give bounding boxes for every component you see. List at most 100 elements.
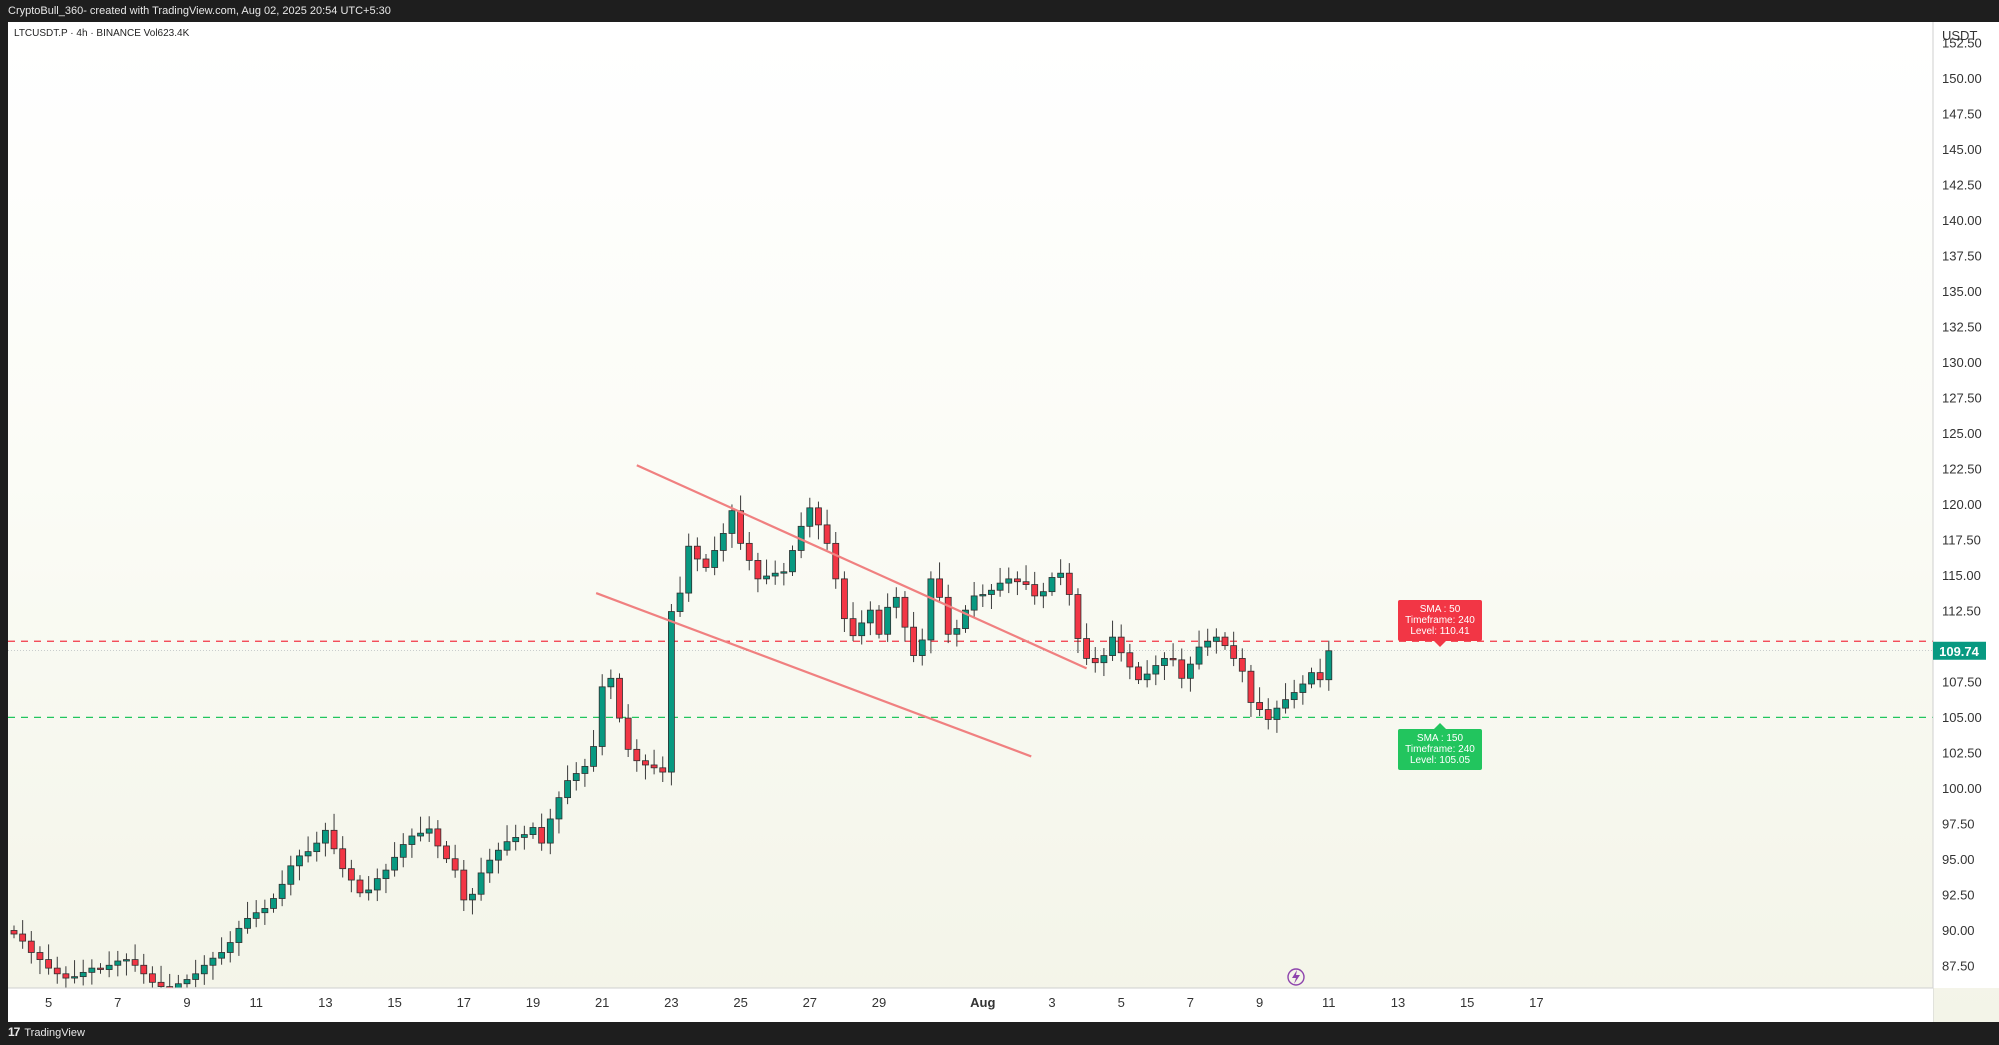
candle-body (373, 878, 381, 891)
candle-body (849, 618, 857, 637)
candle-body (624, 717, 632, 750)
candle-body (97, 967, 104, 970)
candle-body (356, 879, 364, 894)
candle-body (1238, 658, 1246, 672)
candle-body (365, 889, 373, 894)
candle-body (131, 959, 139, 966)
sma-150-label-text: Level: 105.05 (1410, 755, 1470, 766)
candle-body (1264, 709, 1272, 720)
candle-body (494, 849, 502, 861)
time-axis[interactable]: 5 7 9 11 13 15 17 19 21 23 25 27 29 Aug 3 5 7 9 11 13 15 17 (8, 987, 1933, 1022)
last-price-text: 109.74 (1939, 644, 1980, 659)
price-tick-label: 127.50 (1942, 390, 1982, 405)
sma-50-label-box (1398, 600, 1482, 641)
candle-body (261, 908, 269, 914)
candle-body (581, 765, 589, 774)
time-tick-label: 17 (457, 995, 471, 1010)
candle-body (1039, 591, 1047, 597)
candle-body (719, 533, 727, 551)
candle-body (399, 844, 407, 858)
candle-body (1308, 672, 1315, 685)
candle-body (1161, 658, 1168, 666)
sma-lines (8, 640, 1933, 718)
time-tick-label: 13 (1391, 995, 1405, 1010)
candle-body (1290, 692, 1298, 701)
candle-body (425, 828, 433, 834)
candle-body (226, 942, 234, 953)
price-tick-label: 137.50 (1942, 248, 1982, 263)
candle-body (62, 973, 70, 979)
candle-body (918, 639, 926, 656)
candle-body (218, 952, 226, 959)
price-tick-label: 90.00 (1942, 923, 1975, 938)
candle-body (676, 592, 684, 612)
candle-body (183, 979, 191, 985)
candle-body (486, 859, 494, 874)
candle-body (988, 589, 995, 595)
candle-body (1247, 670, 1255, 703)
candle-body (1126, 652, 1134, 668)
candle-body (979, 594, 987, 597)
price-tick-label: 142.50 (1942, 177, 1982, 192)
candle-body (88, 967, 96, 973)
candle-body (1014, 578, 1021, 583)
tradingview-logo[interactable]: 17 TradingView (8, 1025, 85, 1039)
candle-body (763, 575, 770, 580)
time-tick-label: 9 (1256, 995, 1263, 1010)
price-tick-label: 102.50 (1942, 746, 1982, 761)
candle-body (1143, 673, 1151, 681)
time-tick-label: 3 (1048, 995, 1055, 1010)
candle-body (1065, 572, 1073, 595)
time-tick-label: 13 (318, 995, 332, 1010)
candle-body (866, 609, 874, 624)
sma-150-label-text: Timeframe: 240 (1405, 744, 1475, 755)
price-tick-label: 112.50 (1942, 604, 1981, 619)
candle-body (460, 869, 468, 901)
candle-body (1048, 577, 1056, 593)
candle-body (209, 957, 217, 966)
candle-body (962, 609, 969, 629)
candle-body (728, 510, 736, 534)
sma-150-label-pointer (1434, 723, 1446, 729)
candle-body (832, 542, 840, 580)
candle-body (884, 606, 892, 635)
candle-body (321, 829, 329, 844)
price-tick-label: 105.00 (1942, 710, 1982, 725)
price-tick-label: 107.50 (1942, 675, 1982, 690)
lightning-icon (1287, 968, 1305, 986)
channel-upper-line (636, 464, 1088, 670)
candle-body (546, 818, 554, 844)
candle-body (408, 835, 416, 845)
price-tick-label: 122.50 (1942, 461, 1982, 476)
candle-body (737, 510, 744, 544)
candle-body (200, 964, 208, 975)
candle-body (330, 829, 338, 850)
price-tick-label: 130.00 (1942, 355, 1982, 370)
candle-body (1022, 581, 1030, 585)
candle-body (1256, 702, 1263, 710)
candle-body (278, 883, 286, 899)
candle-body (174, 983, 182, 989)
lightning-icon-glyph (1292, 970, 1300, 984)
candle-body (252, 912, 260, 919)
candle-body (443, 845, 450, 860)
price-tick-label: 100.00 (1942, 781, 1982, 796)
candle-body (477, 872, 485, 895)
price-tick-label: 92.50 (1942, 888, 1975, 903)
candle-body (754, 560, 762, 580)
time-tick-label: 15 (387, 995, 401, 1010)
candle-body (27, 940, 35, 953)
time-tick-label: 7 (1187, 995, 1194, 1010)
candle-body (339, 848, 347, 870)
time-tick-label: 25 (733, 995, 747, 1010)
price-tick-label: 147.50 (1942, 106, 1982, 121)
candle-body (114, 960, 122, 966)
candle-body (789, 550, 796, 573)
candle-body (520, 834, 528, 838)
candle-body (910, 626, 917, 656)
candle-body (841, 578, 848, 620)
time-axis-panel (8, 988, 1933, 1022)
channel-lines[interactable] (595, 464, 1088, 758)
